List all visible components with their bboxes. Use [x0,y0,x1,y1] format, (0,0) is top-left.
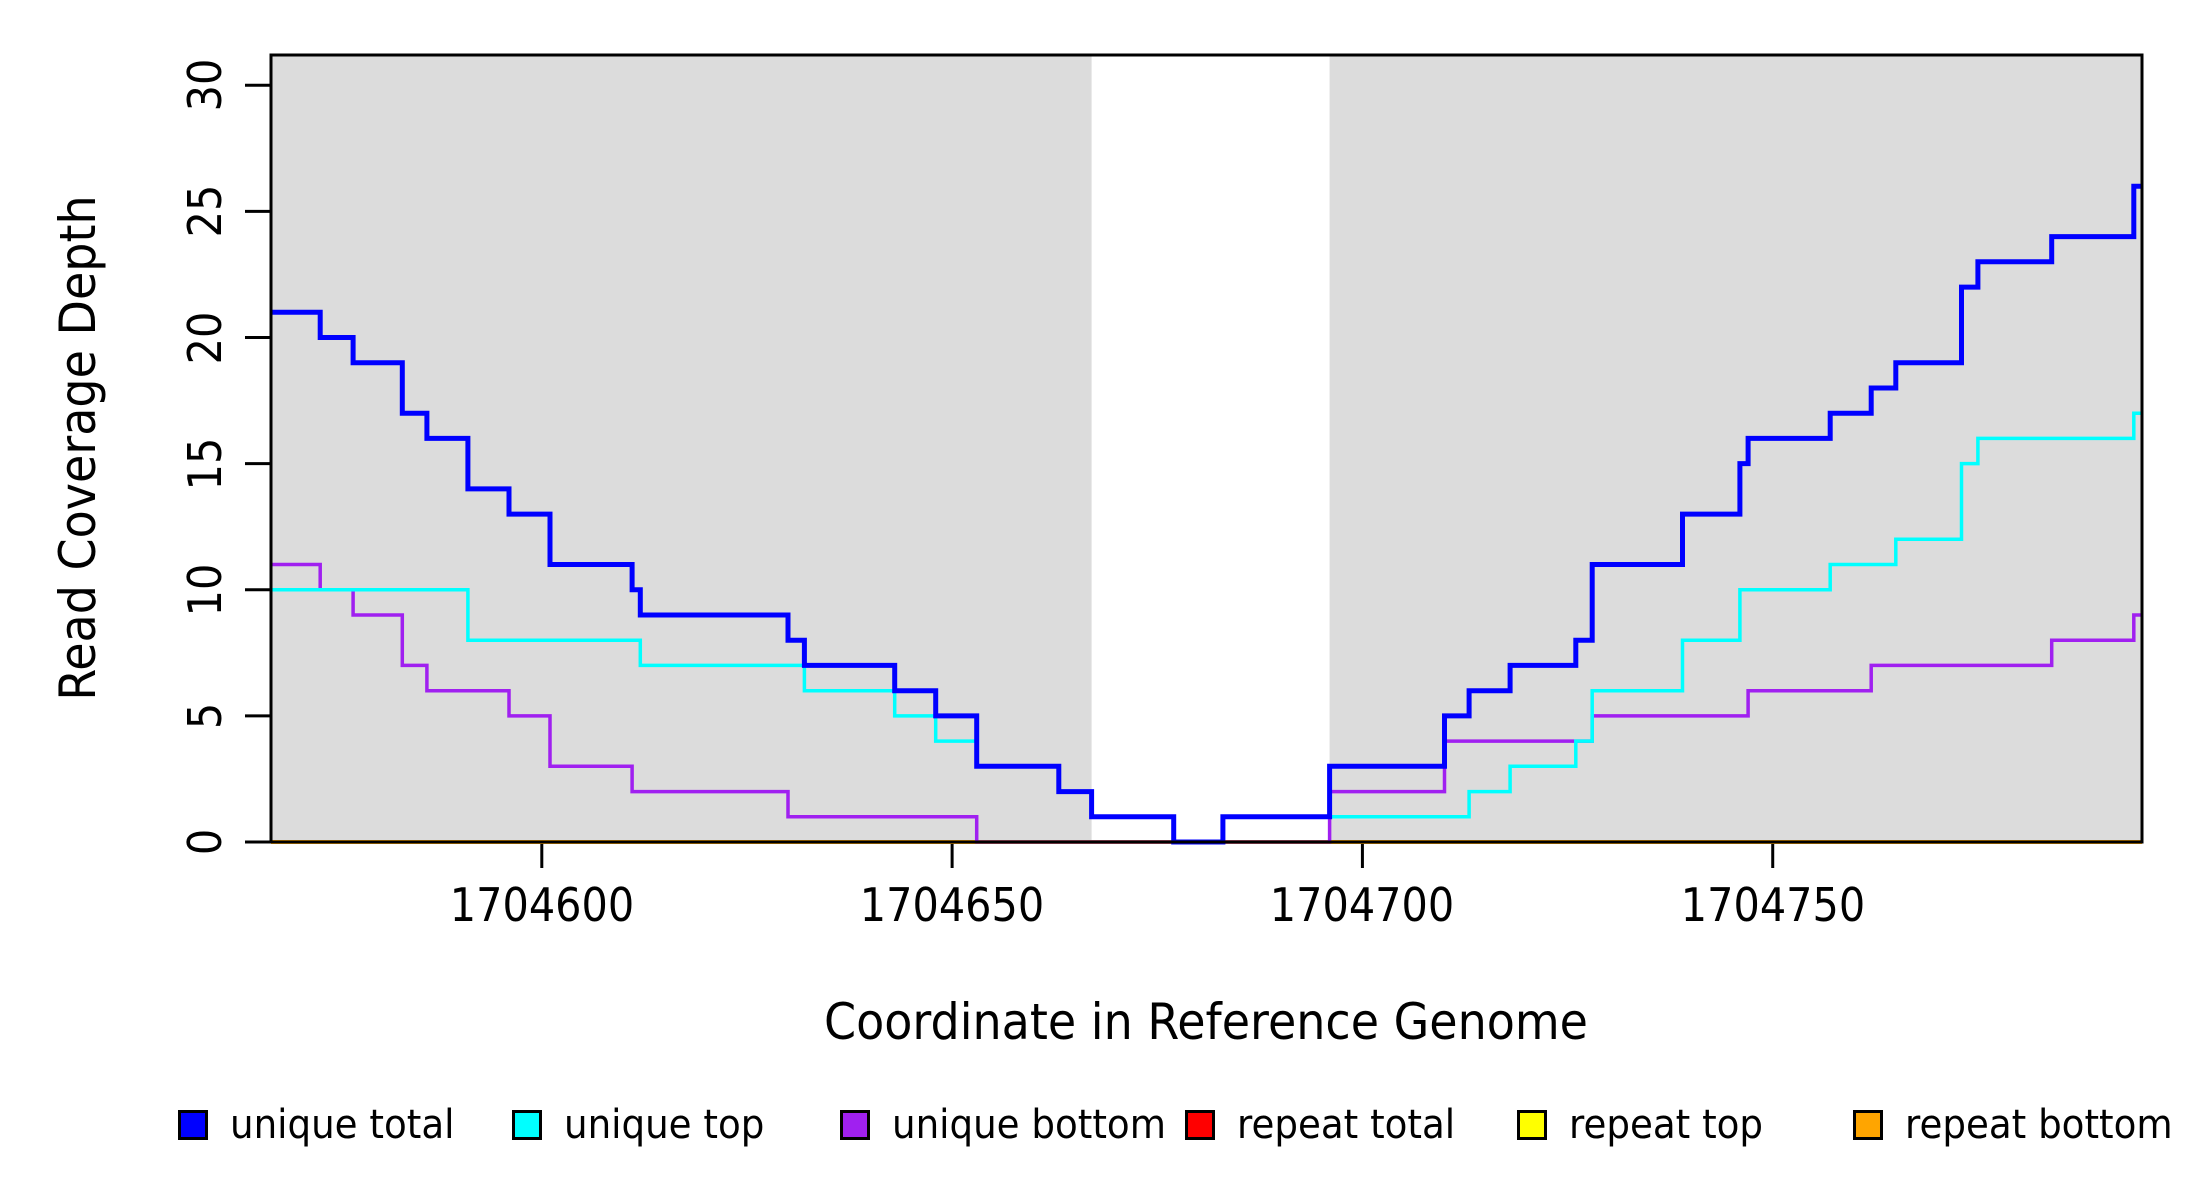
y-axis-title: Read Coverage Depth [49,195,107,701]
series-line-unique-top [271,411,2142,844]
y-tick-label-20: 20 [178,311,232,364]
x-tick-label-1704750: 1704750 [1680,878,1865,932]
shaded-region-0 [271,55,1092,842]
series-line-unique-bottom [271,562,2142,844]
y-tick-label-25: 25 [178,185,232,238]
x-axis-title: Coordinate in Reference Genome [824,993,1588,1051]
y-tick-label-30: 30 [178,58,232,112]
y-tick-label-5: 5 [178,702,232,730]
x-tick-label-1704600: 1704600 [449,878,634,932]
plot-frame [269,53,2144,844]
y-tick-label-10: 10 [178,563,232,617]
y-tick-label-0: 0 [178,828,232,856]
x-tick-label-1704700: 1704700 [1270,878,1455,932]
shaded-region-1 [1329,55,2142,842]
y-tick-label-15: 15 [178,437,232,490]
x-tick-label-1704650: 1704650 [859,878,1045,932]
